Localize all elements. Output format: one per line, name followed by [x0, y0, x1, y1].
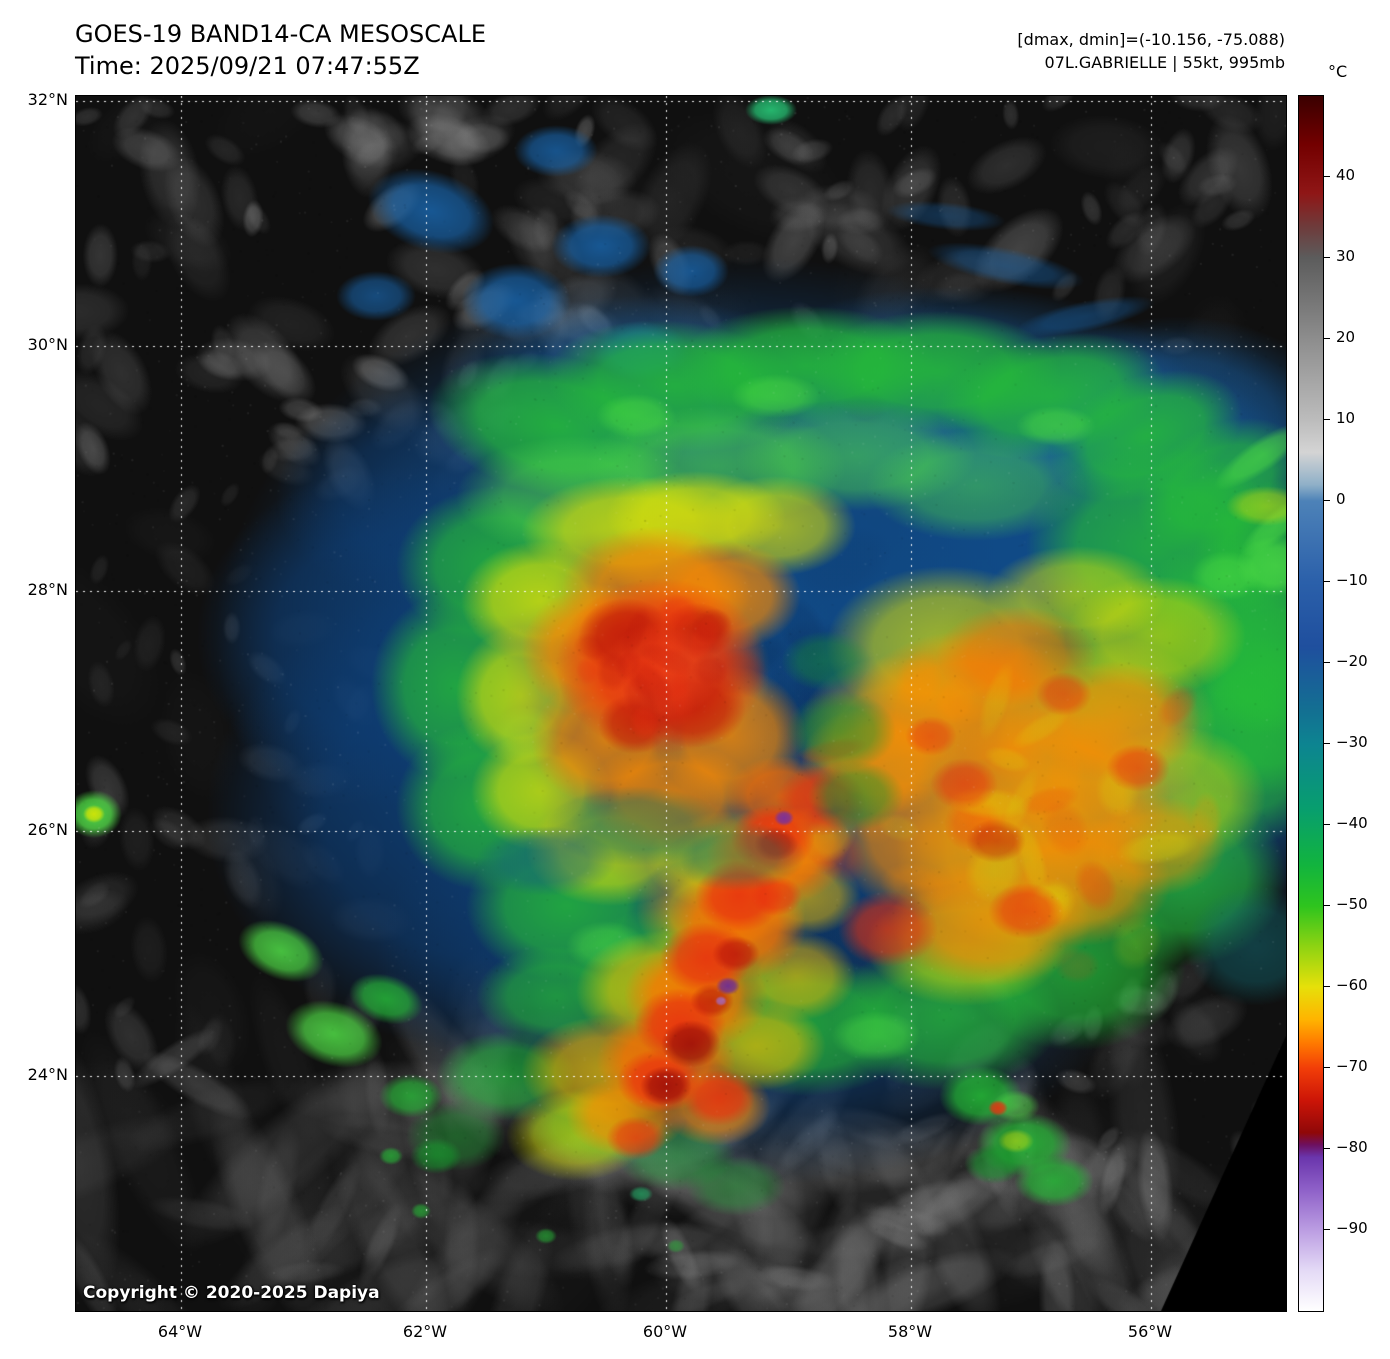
lat-label: 26°N — [27, 820, 68, 839]
celsius-unit-label: °C — [1328, 62, 1348, 81]
lon-label: 56°W — [1127, 1322, 1173, 1341]
colorbar-tick-mark — [1324, 581, 1330, 582]
colorbar-tick-mark — [1324, 257, 1330, 258]
colorbar-tick-label: −50 — [1336, 895, 1368, 913]
colorbar-tick-mark — [1324, 905, 1330, 906]
dmax-dmin-label: [dmax, dmin]=(-10.156, -75.088) — [1017, 30, 1285, 49]
lon-label: 60°W — [642, 1322, 688, 1341]
copyright-label: Copyright © 2020-2025 Dapiya — [83, 1283, 380, 1303]
lon-label: 64°W — [157, 1322, 203, 1341]
colorbar-tick-mark — [1324, 1229, 1330, 1230]
page-title: GOES-19 BAND14-CA MESOSCALE — [75, 20, 486, 48]
colorbar-tick-mark — [1324, 338, 1330, 339]
colorbar-tick-label: −30 — [1336, 733, 1368, 751]
colorbar-tick-label: −20 — [1336, 652, 1368, 670]
colorbar-tick-label: −10 — [1336, 571, 1368, 589]
lat-label: 24°N — [27, 1065, 68, 1084]
lat-label: 32°N — [27, 90, 68, 109]
colorbar-tick-label: 40 — [1336, 166, 1356, 184]
colorbar-tick-mark — [1324, 986, 1330, 987]
colorbar-tick-mark — [1324, 176, 1330, 177]
colorbar-tick-mark — [1324, 1067, 1330, 1068]
colorbar-tick-label: −70 — [1336, 1057, 1368, 1075]
colorbar-tick-label: 0 — [1336, 490, 1346, 508]
colorbar-tick-mark — [1324, 662, 1330, 663]
colorbar-tick-mark — [1324, 743, 1330, 744]
colorbar-tick-label: 30 — [1336, 247, 1356, 265]
map-frame: Copyright © 2020-2025 Dapiya — [75, 95, 1287, 1312]
colorbar-tick-mark — [1324, 419, 1330, 420]
colorbar-tick-label: −40 — [1336, 814, 1368, 832]
colorbar-tick-label: −80 — [1336, 1138, 1368, 1156]
time-label: Time: 2025/09/21 07:47:55Z — [75, 52, 420, 80]
colorbar-tick-mark — [1324, 824, 1330, 825]
colorbar-tick-label: 20 — [1336, 328, 1356, 346]
lon-label: 58°W — [887, 1322, 933, 1341]
colorbar — [1298, 95, 1324, 1312]
colorbar-tick-mark — [1324, 1148, 1330, 1149]
satellite-map-canvas — [76, 96, 1286, 1311]
colorbar-tick-label: 10 — [1336, 409, 1356, 427]
lat-label: 30°N — [27, 335, 68, 354]
lat-label: 28°N — [27, 580, 68, 599]
lon-label: 62°W — [402, 1322, 448, 1341]
colorbar-tick-label: −90 — [1336, 1219, 1368, 1237]
colorbar-tick-label: −60 — [1336, 976, 1368, 994]
colorbar-tick-mark — [1324, 500, 1330, 501]
storm-info-label: 07L.GABRIELLE | 55kt, 995mb — [1044, 53, 1285, 72]
